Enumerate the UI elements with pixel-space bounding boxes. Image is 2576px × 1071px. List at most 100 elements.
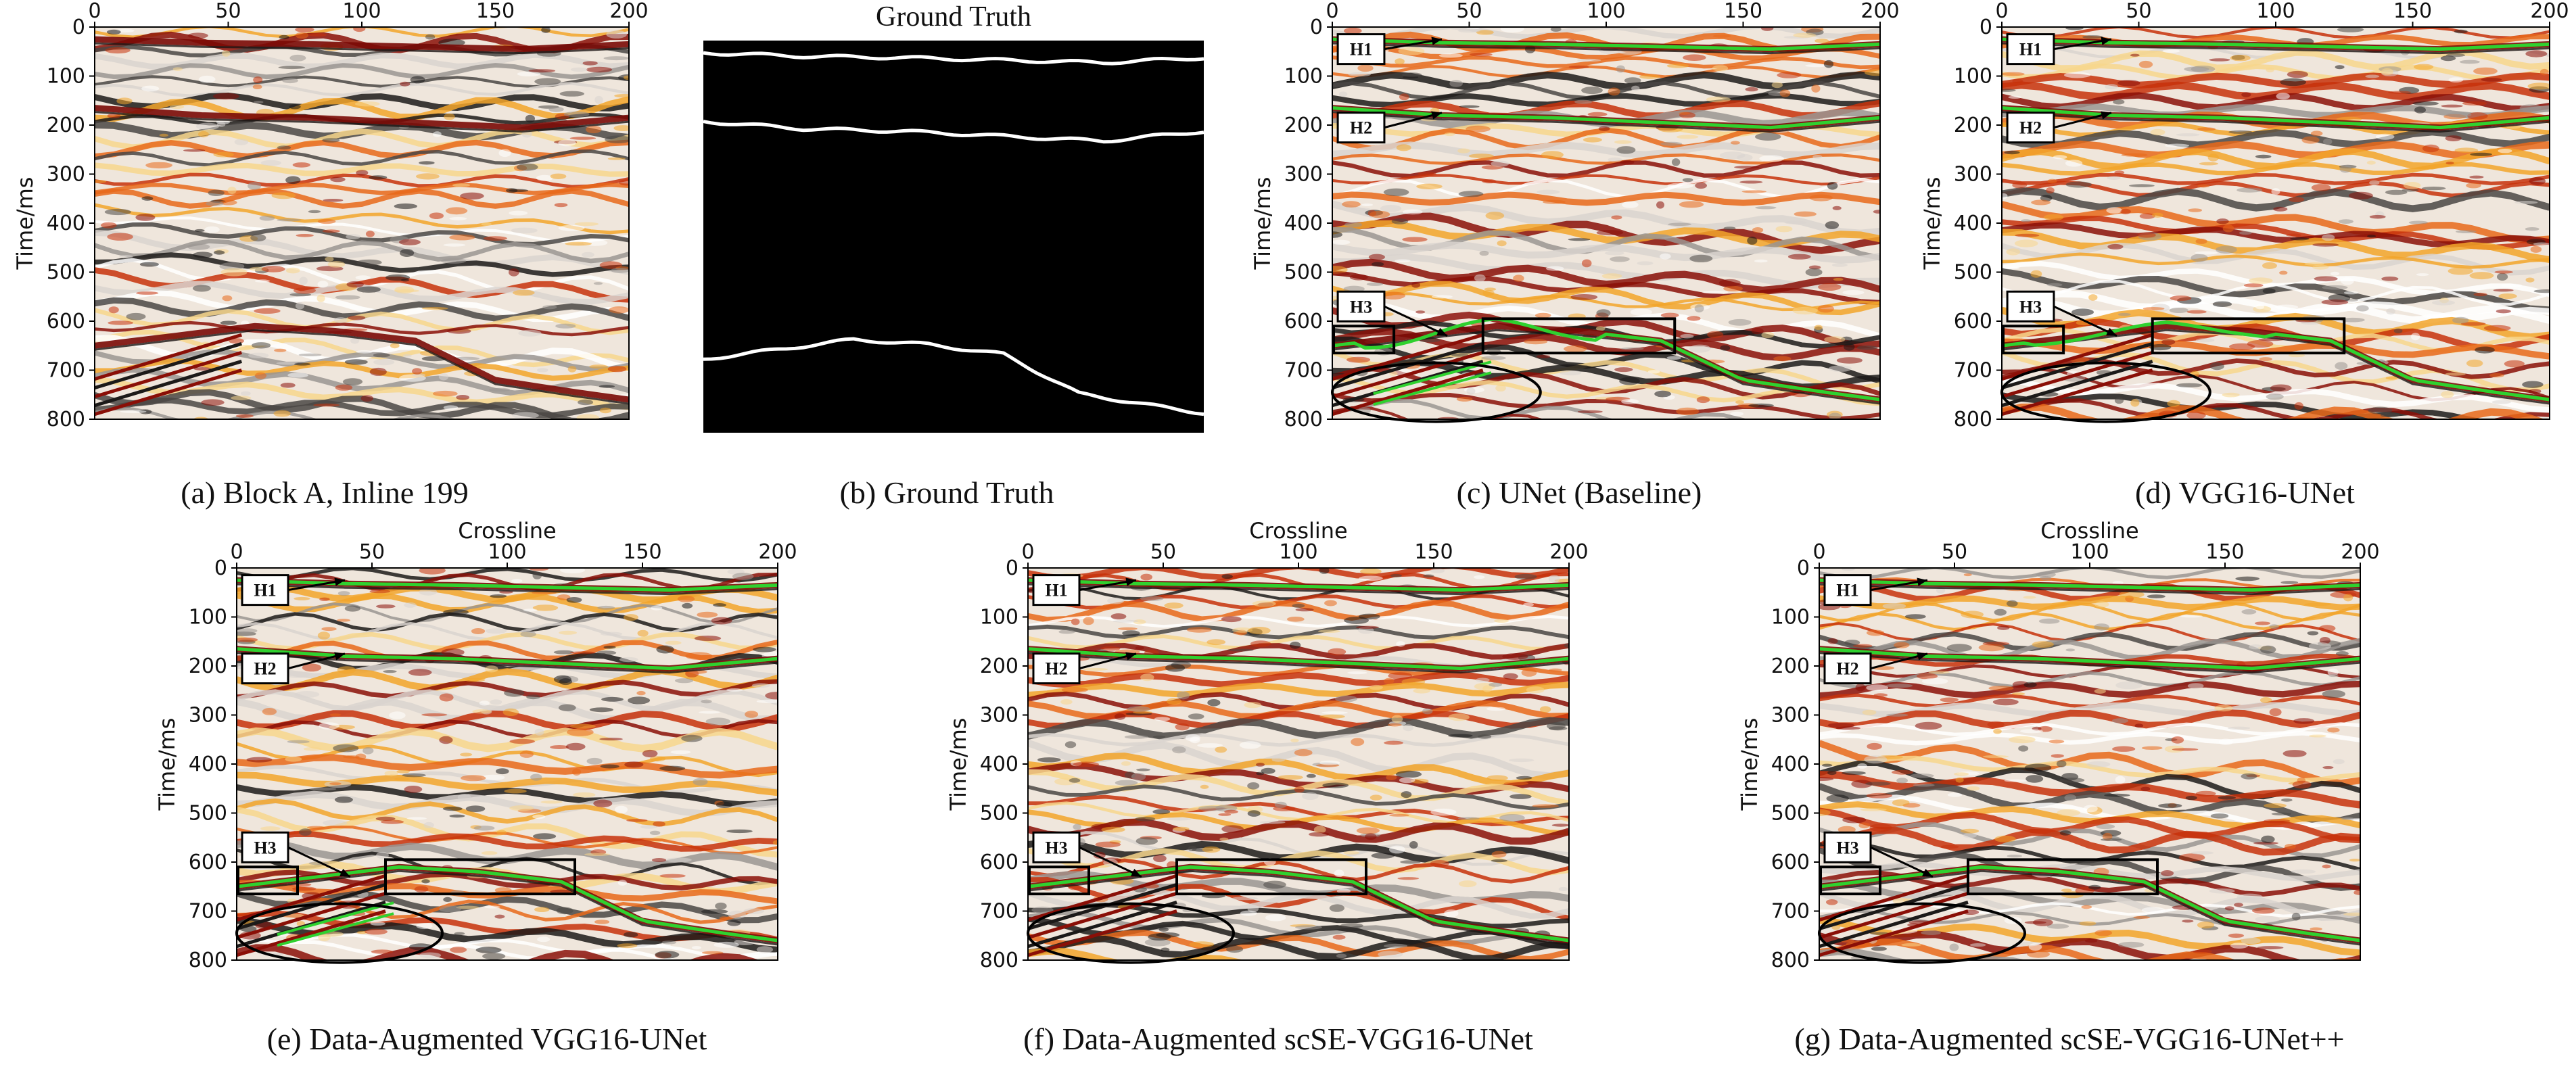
caption-d: (d) VGG16-UNet [2135,475,2355,510]
panel-d-plot: H1 H2 H3 0 50 100 150 200 Crossline 0 100 200 300 400… [1919,0,2569,431]
arrowhead [2106,327,2117,336]
x-tick-label: 200 [2530,0,2569,23]
arrowhead [1125,652,1136,661]
annotations: H1 H2 H3 [1027,574,1367,964]
annotations: H1 H2 H3 [1331,33,1677,423]
x-tick-label: 150 [1414,540,1453,564]
seismic-image [2002,27,2550,419]
y-tick-label: 600 [1284,310,1323,333]
y-tick-label: 600 [47,310,85,333]
y-tick-label: 800 [1954,408,1992,431]
ground-truth-background [703,41,1204,433]
label-h1: H1 [1836,581,1858,600]
y-tick-label: 700 [189,900,227,924]
highlight-box-wide [1481,317,1677,355]
arrow-h3 [1079,846,1142,878]
x-tick-label: 200 [758,540,797,564]
arrowhead [1131,868,1142,877]
x-tick-label: 100 [488,540,526,564]
y-tick-label: 200 [47,114,85,137]
arrow-h3 [2053,305,2117,337]
y-tick-label: 400 [980,753,1018,776]
x-axis-label: Crossline [2226,0,2324,3]
panel-f-plot: H1 H2 H3 0 50 100 150 200 Crossline 0 100 200 300 400… [945,518,1589,972]
y-tick-label: 200 [1954,114,1992,137]
y-tick-label: 700 [1954,359,1992,383]
arrowhead [1431,111,1442,120]
x-tick-label: 50 [215,0,241,23]
ground-truth-h1 [703,51,1204,66]
x-axis-label: Crossline [312,0,411,3]
y-tick-label: 400 [1771,753,1810,776]
y-tick-label: 0 [1006,556,1018,580]
y-axis-label: Time/ms [945,718,971,811]
y-tick-label: 800 [980,949,1018,972]
y-tick-label: 800 [47,408,85,431]
y-tick-label: 300 [1771,704,1810,728]
ground-truth-h3 [703,337,1204,416]
axes: 0 50 100 150 200 Crossline 0 100 200 300 400 500 600… [1737,518,2380,972]
y-tick-label: 400 [1954,212,1992,235]
annotations: H1 H2 H3 [2000,33,2346,423]
y-tick-label: 600 [1771,851,1810,874]
y-axis-label: Time/ms [12,177,38,270]
arrowhead [1917,577,1927,586]
arrowhead [1431,37,1442,45]
x-tick-label: 0 [1812,540,1825,564]
seismic-image [1819,568,2360,960]
label-h1: H1 [1045,581,1067,600]
label-box-h2 [2006,112,2055,144]
ground-truth-title: Ground Truth [876,1,1031,32]
label-box-h1 [1032,574,1081,606]
false-positive-segment [277,901,394,936]
horizon-h3-prediction [1332,317,1881,402]
caption-f: (f) Data-Augmented scSE-VGG16-UNet [1023,1022,1533,1056]
x-axis-label: Crossline [1557,0,1655,3]
x-tick-label: 150 [476,0,515,23]
x-tick-label: 0 [1995,0,2008,23]
y-tick-label: 500 [1284,261,1323,285]
highlight-box-wide [384,858,576,896]
arrowhead [2101,111,2111,120]
panel-g: H1 H2 H3 0 50 100 150 200 Crossline 0 100 200 300 400… [1718,518,2421,1071]
arrowhead [1125,577,1136,586]
seismic-image [1332,27,1880,419]
y-tick-label: 700 [980,900,1018,924]
highlight-box-wide [2151,317,2346,355]
y-tick-label: 200 [189,654,227,678]
y-tick-label: 0 [214,556,227,580]
false-positive-segment [1373,360,1492,396]
y-tick-label: 300 [47,163,85,187]
highlight-box-small [237,865,299,896]
y-tick-label: 200 [1284,114,1323,137]
axes: 0 50 100 150 200 Crossline 0 100 200 300 400 500 600… [945,518,1589,972]
y-axis-label: Time/ms [154,718,180,811]
axes: 0 50 100 150 200 Crossline 0 100 200 300 400 500 600… [154,518,797,972]
y-tick-label: 500 [47,261,85,285]
horizon-h3-prediction [2001,320,2550,402]
seismic-image [1028,568,1569,960]
x-axis-label: Crossline [2040,518,2138,544]
y-tick-label: 400 [1284,212,1323,235]
y-tick-label: 500 [1771,802,1810,826]
label-h2: H2 [2019,118,2042,138]
caption-c: (c) UNet (Baseline) [1456,475,1702,510]
arrow-h3 [287,846,351,878]
y-tick-label: 500 [1954,261,1992,285]
horizon-h2-prediction [1819,647,2361,671]
x-tick-label: 150 [2393,0,2432,23]
horizon-h2-prediction [2001,106,2550,130]
label-box-h3 [1336,290,1386,323]
x-tick-label: 100 [2256,0,2295,23]
panel-c-plot: H1 H2 H3 0 50 100 150 200 Crossline 0 100 200 300 400… [1250,0,1900,431]
x-tick-label: 50 [1942,540,1967,564]
y-tick-label: 100 [1284,65,1323,89]
panel-e: H1 H2 H3 0 50 100 150 200 Crossline 0 100 200 300 400… [135,518,839,1071]
y-tick-label: 300 [1284,163,1323,187]
y-tick-label: 300 [1954,163,1992,187]
annotations: H1 H2 H3 [1818,574,2159,964]
label-h2: H2 [254,659,276,679]
axes: 0 50 100 150 200 Crossline 0 100 200 300 400 500 600… [1919,0,2569,431]
caption-g: (g) Data-Augmented scSE-VGG16-UNet++ [1794,1022,2345,1056]
y-tick-label: 800 [189,949,227,972]
